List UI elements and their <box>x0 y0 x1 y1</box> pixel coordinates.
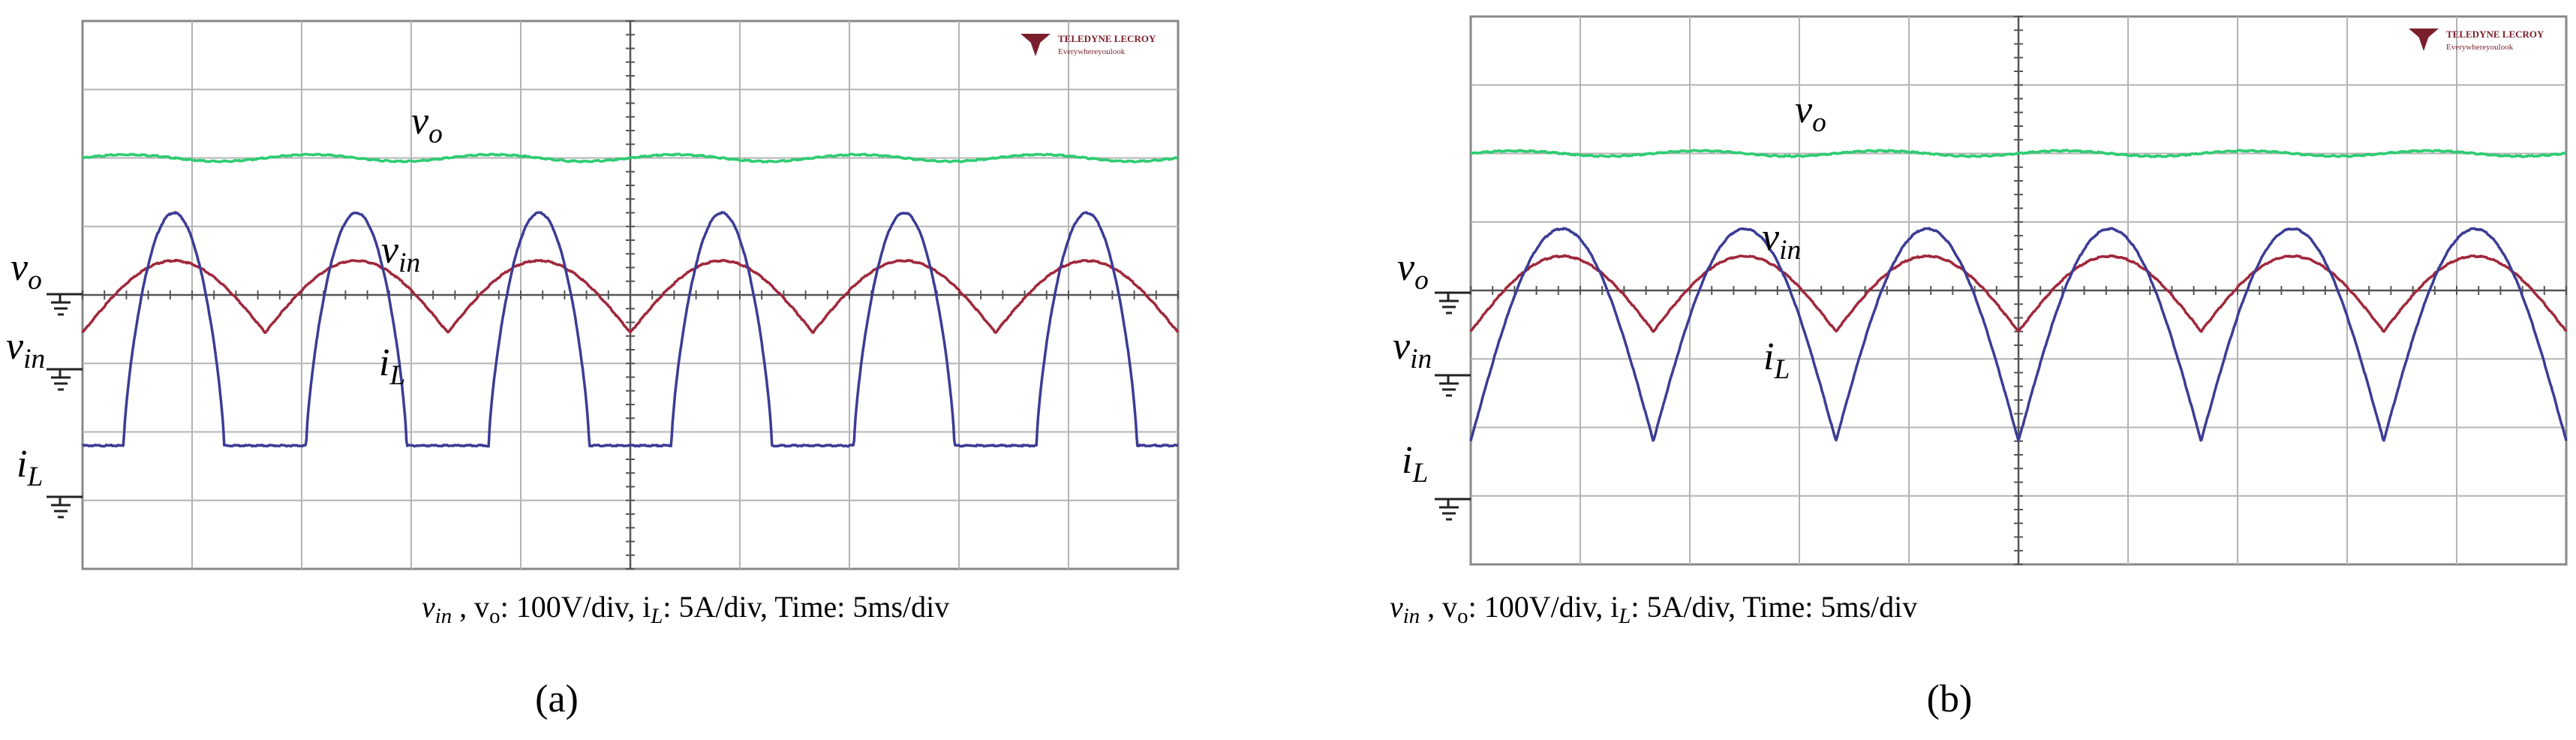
brand-name: TELEDYNE LECROY <box>1058 33 1156 44</box>
brand-name: TELEDYNE LECROY <box>2446 29 2544 40</box>
channel-label-vin: vin <box>6 325 45 375</box>
trace-label-vin: vin <box>1762 216 1801 266</box>
lecroy-logo-icon <box>1020 34 1051 56</box>
trace-label-iL: iL <box>1763 335 1790 385</box>
panel-a: TELEDYNE LECROY Everywhereyoulook vo vin… <box>6 20 1180 720</box>
trace-vo <box>81 152 1179 164</box>
lecroy-logo-icon <box>2409 29 2439 51</box>
trace-vin <box>81 258 1180 335</box>
ground-marker-icons <box>1435 291 1471 521</box>
scale-caption: vin , vo: 100V/div, iL: 5A/div, Time: 5m… <box>1390 590 1917 628</box>
brand-tagline: Everywhereyoulook <box>1058 47 1126 56</box>
scope-grid <box>82 20 1179 570</box>
channel-label-vin: vin <box>1393 325 1432 375</box>
channel-label-iL: iL <box>1402 439 1428 489</box>
trace-vin <box>1469 254 2568 333</box>
panel-b: TELEDYNE LECROY Everywhereyoulook vo vin… <box>1390 15 2568 720</box>
trace-label-vo: vo <box>1795 89 1826 138</box>
brand-logo: TELEDYNE LECROY Everywhereyoulook <box>1020 33 1156 56</box>
ground-marker-icons <box>47 293 83 519</box>
brand-tagline: Everywhereyoulook <box>2446 43 2514 52</box>
scale-caption: vin , vo: 100V/div, iL: 5A/div, Time: 5m… <box>422 590 949 628</box>
trace-label-vin: vin <box>381 229 420 278</box>
brand-logo: TELEDYNE LECROY Everywhereyoulook <box>2409 29 2544 52</box>
trace-iL <box>1469 227 2568 442</box>
trace-label-vo: vo <box>411 100 443 149</box>
traces <box>81 152 1180 448</box>
channel-label-iL: iL <box>17 443 43 492</box>
traces <box>1469 149 2568 442</box>
trace-label-iL: iL <box>379 341 405 391</box>
trace-iL <box>81 211 1179 448</box>
subfigure-label: (a) <box>535 678 579 720</box>
channel-label-vo: vo <box>11 246 42 296</box>
channel-label-vo: vo <box>1397 246 1429 296</box>
scope-grid <box>1470 16 2567 565</box>
trace-vo <box>1469 149 2567 158</box>
subfigure-label: (b) <box>1927 678 1973 720</box>
